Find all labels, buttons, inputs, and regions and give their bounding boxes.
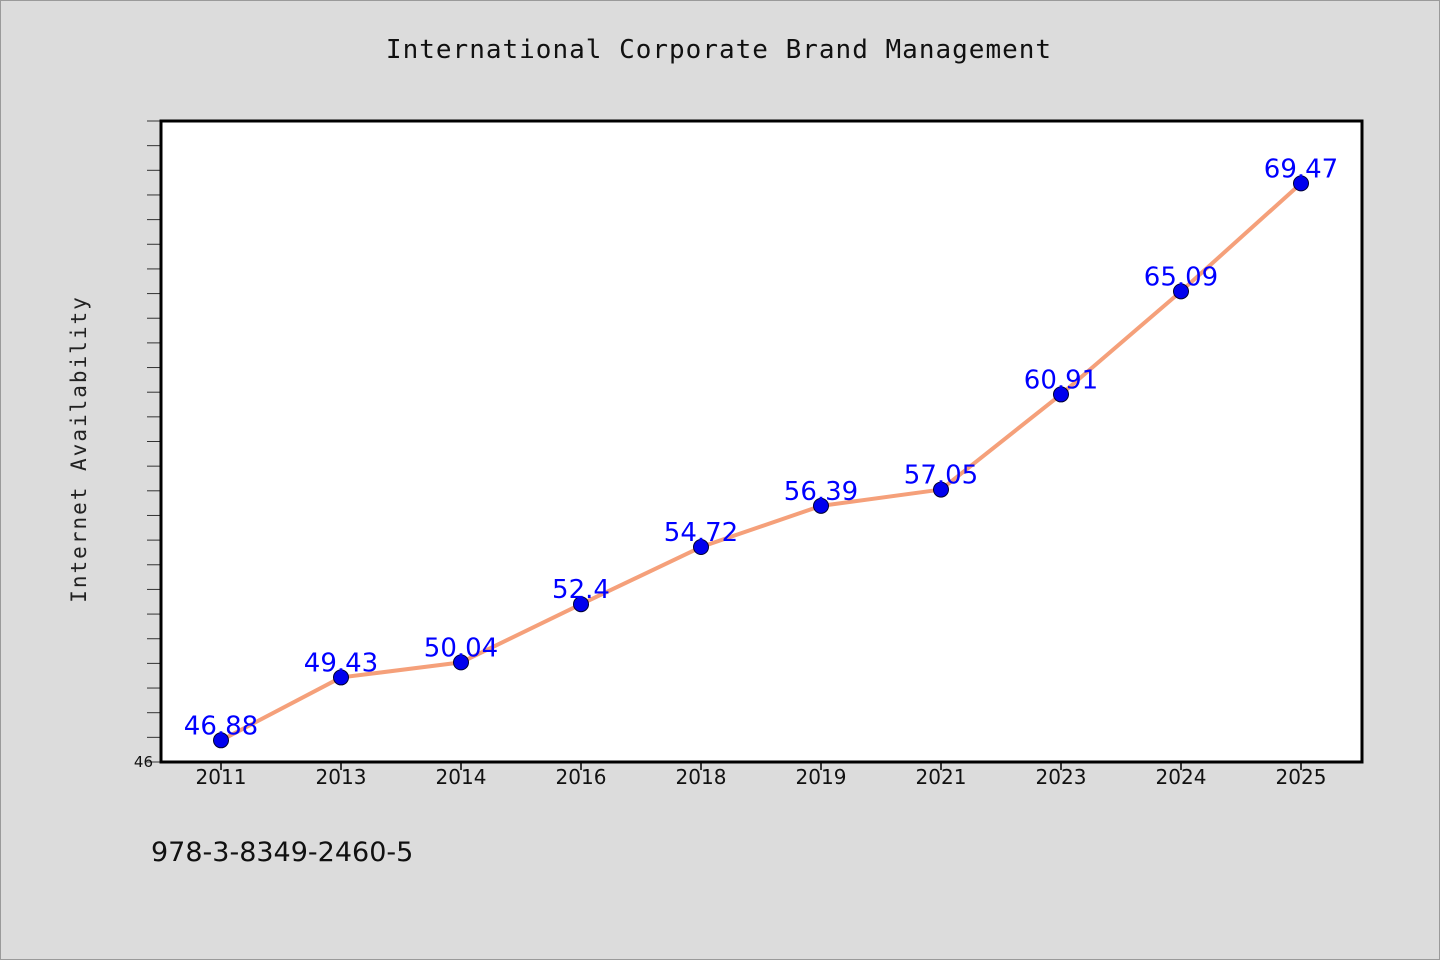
data-label-2025: 69.47 [1264, 154, 1338, 184]
data-label-2023: 60.91 [1024, 365, 1098, 395]
plot-frame [159, 119, 1364, 764]
series-line-group [219, 181, 1303, 743]
x-tick-label-2019: 2019 [796, 765, 847, 789]
data-label-2024: 65.09 [1144, 262, 1218, 292]
data-point-2011 [213, 732, 229, 749]
y-tick-label: 46 [134, 753, 153, 771]
data-point-2019 [813, 497, 829, 514]
plot-area [161, 121, 1362, 762]
x-tick-label-2011: 2011 [196, 765, 247, 789]
data-label-2011: 46.88 [184, 711, 258, 741]
data-label-2019: 56.39 [784, 477, 858, 507]
x-axis-ticks: 2011 2013 2014 2016 2018 2019 2021 2023 2024 2025 [196, 762, 1327, 789]
data-point-2021 [933, 481, 949, 498]
x-tick-label-2024: 2024 [1156, 765, 1207, 789]
data-point-2014 [453, 654, 469, 671]
data-point-2023 [1053, 386, 1069, 403]
x-tick-label-2025: 2025 [1276, 765, 1327, 789]
footer-isbn: 978-3-8349-2460-5 [151, 837, 414, 868]
y-axis-ticks: 46 [134, 120, 161, 771]
x-tick-label-2023: 2023 [1036, 765, 1087, 789]
data-label-2016: 52.4 [552, 575, 610, 605]
series-line [219, 181, 1303, 743]
data-label-2014: 50.04 [424, 633, 498, 663]
data-label-2021: 57.05 [904, 461, 978, 491]
data-point-2024 [1173, 283, 1189, 300]
chart-title: International Corporate Brand Management [385, 35, 1053, 65]
data-label-2013: 49.43 [304, 648, 378, 678]
data-point-2016 [573, 596, 589, 613]
x-tick-label-2014: 2014 [436, 765, 487, 789]
x-tick-label-2016: 2016 [556, 765, 607, 789]
data-points [213, 175, 1309, 749]
data-label-2018: 54.72 [664, 518, 738, 548]
x-tick-label-2021: 2021 [916, 765, 967, 789]
data-point-2025 [1293, 175, 1309, 192]
data-labels: 46.88 49.43 50.04 52.4 54.72 56.39 57.05 60.91 6… [184, 154, 1338, 741]
data-point-2018 [693, 539, 709, 556]
x-tick-label-2013: 2013 [316, 765, 367, 789]
data-point-2013 [333, 669, 349, 686]
x-tick-label-2018: 2018 [676, 765, 727, 789]
